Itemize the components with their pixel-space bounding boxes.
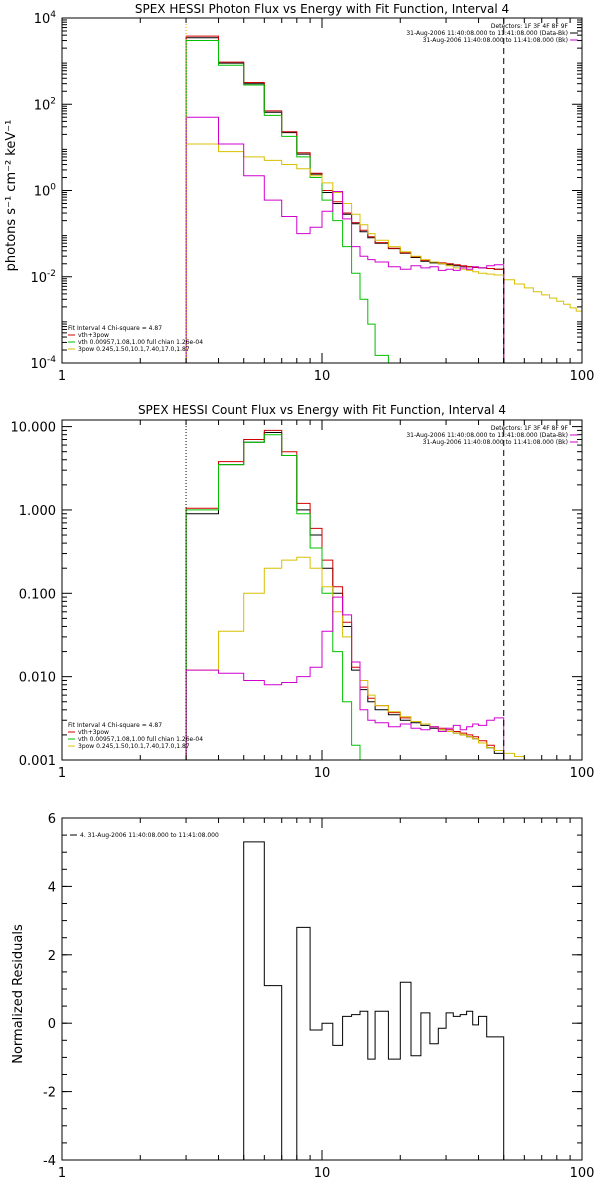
x-tick-label: 100 [570,1166,595,1181]
series-line-vth-3pow [185,35,505,363]
legend-top-right-entry: 31-Aug-2006 11:40:08.000 to 11:41:08.000… [406,30,568,37]
panel-3: 1 10 100 -4 -2 0 2 4 6 Normalized Residuals 4. 31-… [11,812,594,1181]
x-tick-label: 10 [314,1166,331,1181]
series-group [186,841,505,1160]
chart-title: SPEX HESSI Photon Flux vs Energy with Fi… [135,2,509,16]
y-tick-label: 10-4 [30,355,56,372]
legend-bottom-left-entry: Fit Interval 4 Chi-square = 4.87 [68,325,162,332]
x-tick-label: 1 [58,1166,66,1181]
y-tick-label: -2 [43,1086,56,1101]
series-line-bk [185,116,505,363]
legend-top-right-entry: Detectors: 1F 3F 4F 8F 9F [491,425,569,432]
y-tick-label: 0.001 [19,754,56,769]
legend-top-right-entry: Detectors: 1F 3F 4F 8F 9F [491,23,569,30]
chart-title: SPEX HESSI Count Flux vs Energy with Fit… [138,403,506,417]
x-tick-label: 1 [58,369,66,384]
x-tick-label: 100 [570,766,595,781]
series-line-data-bk [185,432,505,760]
y-tick-label: -4 [43,1154,56,1169]
y-tick-label: 0 [48,1017,56,1032]
x-tick-label: 10 [314,369,331,384]
series-group [185,429,534,760]
x-tick-label: 1 [58,766,66,781]
series-line-vth [185,434,368,760]
y-tick-label: 10-2 [30,269,56,286]
legend-bottom-left-entry: Fit Interval 4 Chi-square = 4.87 [68,722,162,729]
legend-top-left-entry: 4. 31-Aug-2006 11:40:08.000 to 11:41:08.… [80,832,219,839]
legend-bottom-left-entry: 3pow 0.245,1.50,10.1,7.40,17.0,1.87 [78,346,190,353]
y-tick-label: 10.000 [11,421,57,436]
y-tick-label: 0.100 [19,587,56,602]
series-line-3pow [185,556,534,760]
legend-bottom-left-entry: 3pow 0.245,1.50,10.1,7.40,17.0,1.87 [78,743,190,750]
legend-bottom-left-entry: vth 0.00957,1.08,1.00 full chian 1.26e-0… [78,736,203,743]
series-line-vth [185,40,401,363]
series-line-vth-3pow [185,429,505,760]
y-tick-label: 0.010 [19,671,56,686]
series-line-bk [185,596,505,760]
y-tick-label: 6 [48,812,56,827]
legend-top-right-entry: 31-Aug-2006 11:40:08.000 to 11:41:08.000… [423,439,568,446]
series-line-data-bk [185,37,505,363]
series-group [185,35,582,363]
y-axis-label: photons s⁻¹ cm⁻² keV⁻¹ [4,120,19,272]
y-tick-label: 104 [34,10,57,27]
y-tick-label: 4 [48,880,56,895]
series-line-residuals [186,841,505,1160]
legend-bottom-left-entry: vth 0.00957,1.08,1.00 full chian 1.26e-0… [78,339,203,346]
legend-bottom-left-entry: vth+3pow [78,729,109,736]
y-axis-label: Normalized Residuals [11,924,26,1064]
y-tick-label: 1.000 [19,504,56,519]
y-tick-label: 100 [34,183,57,200]
x-tick-label: 10 [314,766,331,781]
y-tick-label: 102 [34,96,56,113]
series-line-3pow [185,143,582,363]
legend-bottom-left-entry: vth+3pow [78,332,109,339]
legend-top-right-entry: 31-Aug-2006 11:40:08.000 to 11:41:08.000… [423,37,568,44]
x-tick-label: 100 [570,369,595,384]
panel-2: SPEX HESSI Count Flux vs Energy with Fit… [11,403,595,781]
panel-1: SPEX HESSI Photon Flux vs Energy with Fi… [4,2,594,384]
y-tick-label: 2 [48,949,56,964]
legend-top-right-entry: 31-Aug-2006 11:40:08.000 to 11:41:08.000… [406,432,568,439]
